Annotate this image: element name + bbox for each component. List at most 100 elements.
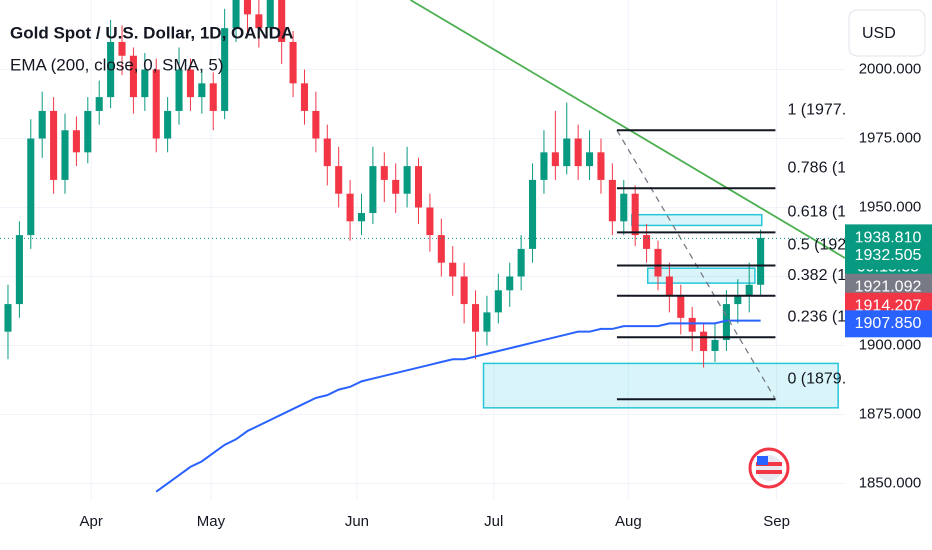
fib-label: 0.236 (19 (787, 308, 855, 325)
candle-body (711, 339, 719, 351)
price-axis: 1850.0001875.0001900.0001925.0001950.000… (859, 61, 922, 492)
candle-body (221, 28, 229, 111)
candle-body (198, 83, 206, 98)
price-label: 1932.505 (855, 247, 922, 264)
candle-body (209, 83, 217, 111)
candle-body (517, 248, 525, 277)
y-tick-label: 1950.000 (859, 198, 922, 215)
candle-body (449, 262, 457, 277)
candle-body (414, 166, 423, 208)
y-tick-label: 2000.000 (859, 61, 922, 78)
trendline (410, 0, 845, 259)
x-tick-label: May (197, 513, 226, 530)
candle-body (643, 235, 651, 249)
candle-body (700, 331, 708, 351)
y-tick-label: 1900.000 (859, 336, 922, 353)
candle-body (141, 69, 149, 98)
candle-body (688, 317, 696, 332)
candle-body (529, 179, 537, 249)
zone (646, 267, 756, 284)
fib-label: 0.786 (19 (787, 159, 855, 176)
candle-body (129, 55, 137, 98)
plot-area: 1 (1977.0 0.786 (19 0.618 (19 0.5 (1928 0.38… (0, 0, 855, 500)
candle-body (323, 138, 331, 167)
candle-body (745, 284, 753, 296)
fib-label: 0 (1879.8 (787, 371, 855, 388)
price-label: 1907.850 (855, 315, 922, 332)
currency-label[interactable]: USD (862, 25, 896, 42)
candle-body (152, 69, 160, 139)
candle-body (460, 276, 468, 305)
candle-body (50, 110, 58, 180)
candle-body (620, 193, 628, 222)
currency-button[interactable] (848, 9, 926, 57)
candle-body (597, 152, 605, 180)
candle-body (186, 69, 194, 98)
candle-body (494, 290, 502, 313)
candle-body (574, 138, 582, 167)
candle-body (335, 166, 343, 194)
candle-body (608, 179, 616, 222)
candle-body (631, 193, 639, 236)
ema-line (155, 319, 761, 493)
candle-body (403, 166, 411, 194)
candle-body (38, 110, 46, 139)
candle-body (392, 179, 400, 194)
candle-body (551, 152, 559, 167)
candle-body (563, 138, 571, 167)
price-label-bg (845, 242, 932, 270)
y-tick-label: 1875.000 (859, 405, 922, 422)
candle-body (278, 0, 286, 42)
x-tick-label: Sep (763, 513, 790, 530)
candle-body (654, 248, 662, 277)
candle-body (506, 276, 514, 291)
fib-label: 0.382 (19 (787, 267, 855, 284)
candle-body (95, 97, 103, 111)
candle-body (4, 304, 12, 332)
candle-body (312, 110, 320, 139)
candle-body (164, 110, 172, 139)
candle-body (369, 166, 377, 214)
x-tick-label: Apr (80, 513, 103, 530)
x-tick-label: Aug (615, 513, 642, 530)
candle-body (540, 152, 548, 180)
y-tick-label: 1850.000 (859, 474, 922, 491)
candle-body (757, 237, 765, 285)
candle-body (300, 83, 309, 111)
fib-label: 0.618 (19 (787, 204, 855, 221)
candle-body (27, 138, 35, 236)
flag-icon (748, 447, 790, 489)
candle-body (15, 235, 23, 305)
candle-body (380, 166, 388, 180)
price-label: 1914.207 (855, 297, 922, 314)
y-tick-label: 1975.000 (859, 129, 922, 146)
fib-label: 1 (1977.0 (787, 101, 855, 118)
candle-body (483, 312, 491, 332)
candle-body (677, 295, 685, 318)
candle-body (118, 41, 126, 56)
candle-body (426, 207, 434, 236)
candle-body (107, 41, 115, 98)
candle-body (471, 304, 480, 332)
zone (482, 362, 839, 409)
candle-body (232, 0, 240, 29)
indicator-label: EMA (200, close, 0, SMA, 5) (10, 55, 224, 74)
x-tick-label: Jul (484, 513, 503, 530)
candle-body (255, 14, 263, 29)
candle-body (357, 213, 366, 222)
candle-body (175, 69, 183, 111)
x-tick-label: Jun (345, 513, 369, 530)
candle-body (84, 110, 92, 153)
candle-body (722, 304, 730, 340)
candle-body (734, 295, 742, 305)
zone (631, 213, 763, 227)
price-label: 1921.092 (855, 278, 922, 295)
chart-title: Gold Spot / U.S. Dollar, 1D, OANDA (10, 23, 293, 42)
candle-body (243, 0, 251, 15)
candle-body (61, 130, 69, 180)
candle-body (266, 0, 274, 29)
candle-body (289, 41, 297, 84)
fib-label: 0.5 (1928 (787, 237, 855, 254)
candle-body (72, 130, 80, 153)
